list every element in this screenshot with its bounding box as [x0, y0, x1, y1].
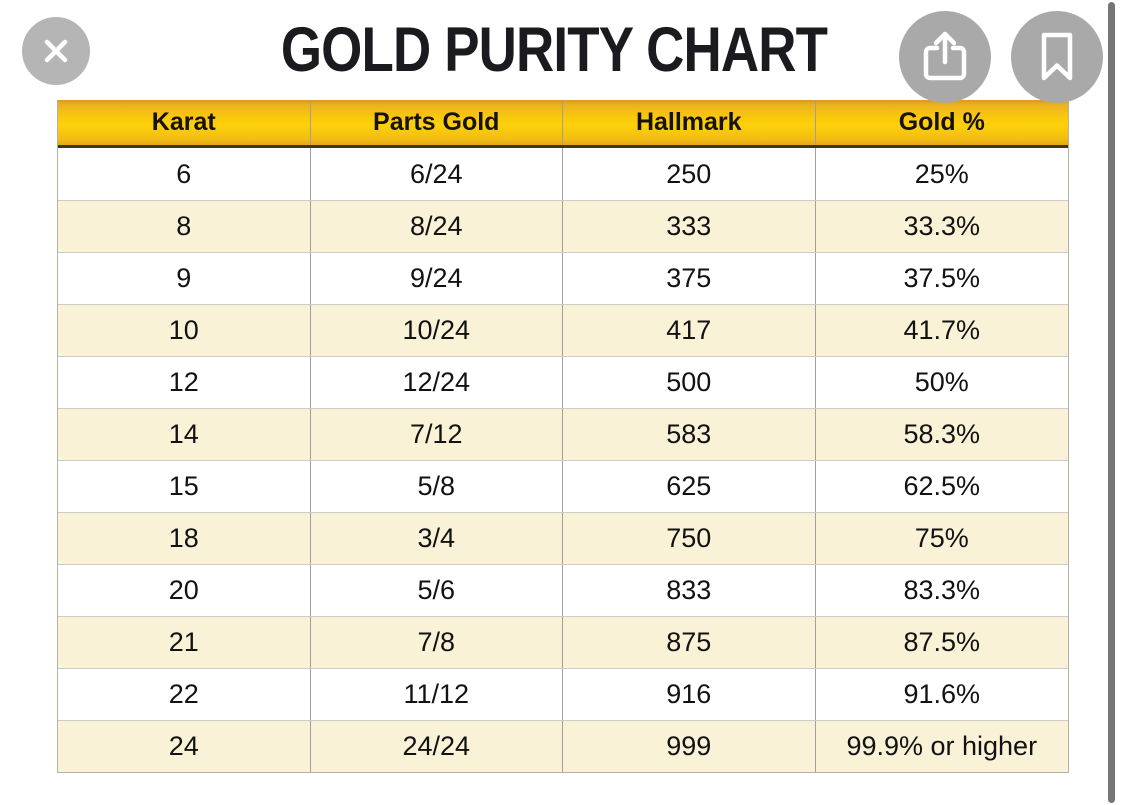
table-cell: 833 — [563, 565, 816, 616]
column-header-hallmark: Hallmark — [563, 100, 816, 145]
table-cell: 15 — [58, 461, 311, 512]
table-row: 22 11/12 916 91.6% — [58, 668, 1068, 720]
column-header-gold-pct: Gold % — [898, 108, 985, 136]
table-cell: 10/24 — [311, 305, 563, 356]
table-cell: 9 — [58, 253, 311, 304]
table-cell: 24/24 — [311, 721, 563, 772]
table-row: 21 7/8 875 87.5% — [58, 616, 1068, 668]
table-cell: 11/12 — [311, 669, 563, 720]
table-cell: 916 — [563, 669, 816, 720]
table-cell: 91.6% — [903, 679, 981, 709]
share-button[interactable] — [899, 11, 991, 103]
table-cell: 41.7% — [903, 315, 981, 345]
table-cell: 417 — [563, 305, 816, 356]
column-header-parts-gold: Parts Gold — [311, 100, 563, 145]
table-cell: 22 — [58, 669, 311, 720]
table-row: 6 6/24 250 25% — [58, 148, 1068, 200]
table-row: 24 24/24 999 99.9% or higher — [58, 720, 1068, 772]
bookmark-icon — [1035, 31, 1079, 83]
table-cell: 999 — [563, 721, 816, 772]
table-cell: 9/24 — [311, 253, 563, 304]
bookmark-button[interactable] — [1011, 11, 1103, 103]
table-cell: 333 — [563, 201, 816, 252]
table-cell: 37.5% — [903, 263, 981, 293]
table-cell: 75% — [914, 523, 969, 553]
table-cell: 250 — [563, 148, 816, 200]
table-row: 8 8/24 333 33.3% — [58, 200, 1068, 252]
table-cell: 14 — [58, 409, 311, 460]
table-cell: 750 — [563, 513, 816, 564]
table-body: 6 6/24 250 25% 8 8/24 333 33.3% 9 9/24 375 37.5% 10 1… — [58, 148, 1068, 772]
table-cell: 8/24 — [311, 201, 563, 252]
table-row: 12 12/24 500 50% — [58, 356, 1068, 408]
close-icon — [39, 34, 73, 68]
table-cell: 7/12 — [311, 409, 563, 460]
table-header-row: Karat Parts Gold Hallmark Gold % — [58, 100, 1068, 148]
table-cell: 58.3% — [903, 419, 981, 449]
table-cell: 83.3% — [903, 575, 981, 605]
table-row: 10 10/24 417 41.7% — [58, 304, 1068, 356]
table-row: 20 5/6 833 83.3% — [58, 564, 1068, 616]
table-cell: 12 — [58, 357, 311, 408]
scrollbar[interactable] — [1108, 2, 1115, 803]
table-cell: 25% — [914, 158, 969, 189]
table-cell: 12/24 — [311, 357, 563, 408]
table-cell: 625 — [563, 461, 816, 512]
table-cell: 6 — [58, 148, 311, 200]
gold-purity-table: Karat Parts Gold Hallmark Gold % 6 6/24 25… — [57, 100, 1069, 773]
column-header-karat: Karat — [58, 100, 311, 145]
table-cell: 375 — [563, 253, 816, 304]
table-cell: 3/4 — [311, 513, 563, 564]
table-cell: 62.5% — [903, 471, 981, 501]
table-cell: 33.3% — [903, 211, 981, 241]
table-cell: 5/6 — [311, 565, 563, 616]
table-cell: 8 — [58, 201, 311, 252]
table-cell: 20 — [58, 565, 311, 616]
table-row: 18 3/4 750 75% — [58, 512, 1068, 564]
close-button[interactable] — [22, 17, 90, 85]
table-cell: 7/8 — [311, 617, 563, 668]
table-cell: 18 — [58, 513, 311, 564]
table-row: 15 5/8 625 62.5% — [58, 460, 1068, 512]
table-cell: 24 — [58, 721, 311, 772]
table-cell: 99.9% or higher — [846, 731, 1038, 761]
table-cell: 5/8 — [311, 461, 563, 512]
table-cell: 21 — [58, 617, 311, 668]
page-title: GOLD PURITY CHART — [280, 15, 828, 85]
table-cell: 50% — [914, 367, 969, 397]
table-cell: 10 — [58, 305, 311, 356]
table-cell: 875 — [563, 617, 816, 668]
table-cell: 87.5% — [903, 627, 981, 657]
table-row: 14 7/12 583 58.3% — [58, 408, 1068, 460]
table-cell: 6/24 — [311, 148, 563, 200]
table-row: 9 9/24 375 37.5% — [58, 252, 1068, 304]
table-cell: 500 — [563, 357, 816, 408]
table-cell: 583 — [563, 409, 816, 460]
share-icon — [920, 30, 970, 84]
